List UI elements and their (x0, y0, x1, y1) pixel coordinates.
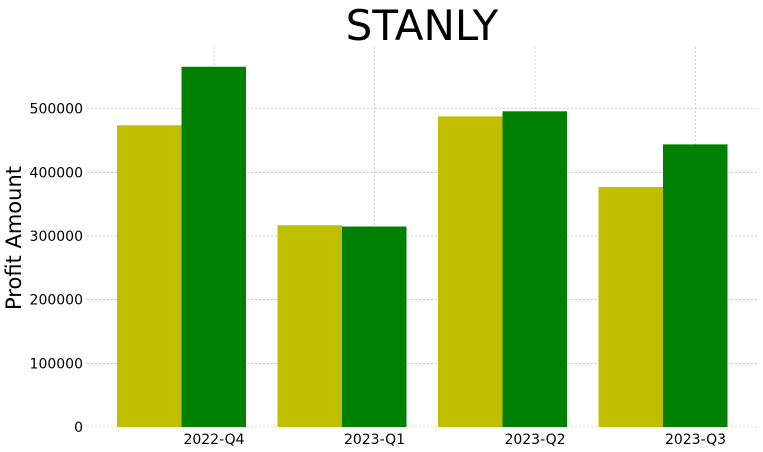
x-tick-label: 2023-Q2 (504, 432, 565, 448)
x-tick-label: 2023-Q1 (344, 432, 405, 448)
y-tick-label: 0 (74, 420, 83, 436)
y-tick-label: 100000 (30, 356, 83, 372)
x-tick-labels: 2022-Q4 2023-Q1 2023-Q2 2023-Q3 (183, 432, 726, 448)
x-tick-label: 2022-Q4 (183, 432, 244, 448)
bar-2023-Q3-series-1 (598, 187, 663, 427)
bar-2023-Q3-series-2 (663, 144, 728, 427)
y-tick-label: 500000 (30, 102, 83, 118)
y-tick-label: 300000 (30, 229, 83, 245)
chart-title: STANLY (346, 1, 499, 50)
bars (117, 66, 728, 428)
y-tick-labels: 0 100000 200000 300000 400000 500000 (30, 102, 83, 436)
bar-2023-Q2-series-2 (502, 111, 567, 427)
bar-2022-Q4-series-2 (181, 66, 246, 427)
x-tick-label: 2023-Q3 (665, 432, 726, 448)
bar-2023-Q2-series-1 (438, 116, 503, 427)
bar-2022-Q4-series-1 (117, 125, 182, 428)
bar-2023-Q1-series-2 (342, 226, 407, 427)
y-tick-label: 200000 (30, 293, 83, 309)
bar-2023-Q1-series-1 (277, 225, 342, 427)
y-axis-label: Profit Amount (2, 166, 26, 310)
y-tick-label: 400000 (30, 165, 83, 181)
